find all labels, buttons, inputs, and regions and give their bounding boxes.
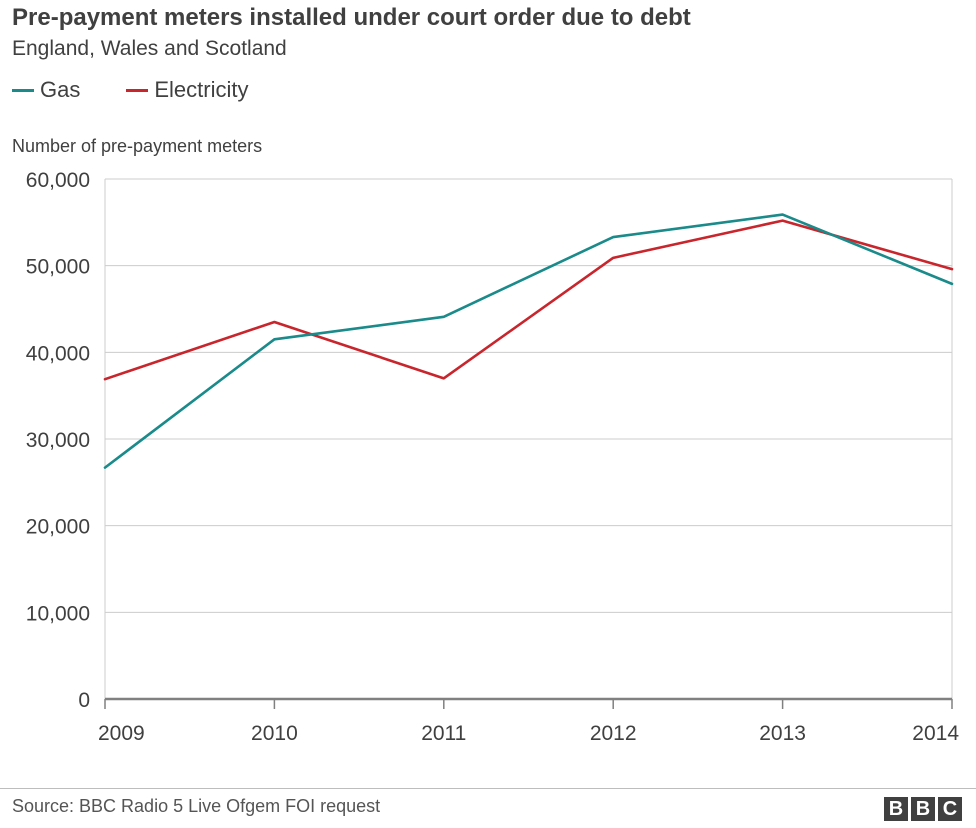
x-tick-label: 2012 xyxy=(590,722,637,745)
logo-letter: B xyxy=(911,797,935,821)
legend-swatch-gas xyxy=(12,88,34,92)
logo-letter: C xyxy=(938,797,962,821)
footer-divider xyxy=(0,788,976,789)
line-chart: 0 10,000 20,000 30,000 40,000 50,000 60,000 200… xyxy=(26,169,960,745)
legend-swatch-electricity xyxy=(126,88,149,92)
chart-title: Pre-payment meters installed under court… xyxy=(12,4,691,31)
legend-label-gas: Gas xyxy=(40,77,81,102)
legend-item-gas: Gas xyxy=(12,77,80,103)
series-line-gas xyxy=(103,213,954,469)
legend: Gas Electricity xyxy=(12,77,294,103)
y-axis-label: Number of pre-payment meters xyxy=(12,136,263,156)
x-tick-label: 2013 xyxy=(759,722,806,745)
y-tick-label: 60,000 xyxy=(26,169,90,192)
y-tick-label: 50,000 xyxy=(26,256,90,279)
source-note: Source: BBC Radio 5 Live Ofgem FOI reque… xyxy=(12,796,381,816)
y-tick-label: 0 xyxy=(78,689,90,712)
bbc-logo: B B C xyxy=(881,797,962,821)
logo-letter: B xyxy=(884,797,908,821)
x-tick-label: 2009 xyxy=(98,722,145,745)
chart-subtitle: England, Wales and Scotland xyxy=(12,37,287,60)
legend-item-electricity: Electricity xyxy=(126,77,248,103)
y-tick-label: 40,000 xyxy=(26,342,90,365)
x-tick-label: 2014 xyxy=(912,722,959,745)
y-tick-label: 10,000 xyxy=(26,602,90,625)
x-tick-label: 2011 xyxy=(421,722,466,745)
legend-label-electricity: Electricity xyxy=(154,77,249,102)
x-tick-label: 2010 xyxy=(251,722,298,745)
series-line-electricity xyxy=(103,219,954,381)
y-tick-label: 20,000 xyxy=(26,516,90,539)
y-tick-label: 30,000 xyxy=(26,429,90,452)
